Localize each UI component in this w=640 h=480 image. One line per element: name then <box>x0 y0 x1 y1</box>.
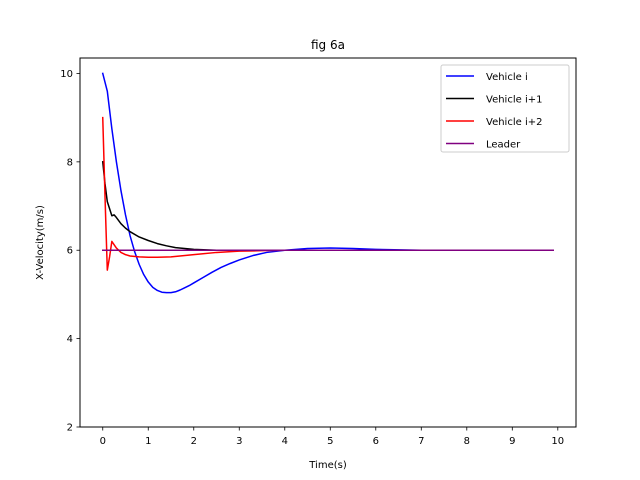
chart-title: fig 6a <box>311 38 345 52</box>
legend-label: Leader <box>486 140 521 151</box>
plot-frame <box>79 57 577 428</box>
x-tick-label: 10 <box>551 436 564 447</box>
legend: Vehicle i Vehicle i+1 Vehicle i+2 Leader <box>440 64 570 153</box>
legend-label: Vehicle i+2 <box>486 117 542 128</box>
x-tick-label: 9 <box>509 436 515 447</box>
x-tick-label: 2 <box>191 436 197 447</box>
y-tick-label: 10 <box>60 69 73 80</box>
x-axis: 0 1 2 3 4 5 6 7 8 9 10 <box>100 427 564 447</box>
x-tick-label: 5 <box>327 436 333 447</box>
legend-label: Vehicle i+1 <box>486 95 542 106</box>
x-tick-label: 6 <box>373 436 379 447</box>
x-tick-label: 4 <box>282 436 288 447</box>
y-axis: 2 4 6 8 10 <box>60 69 80 434</box>
legend-box <box>440 64 570 153</box>
legend-label: Vehicle i <box>486 72 528 83</box>
series-line-0 <box>101 72 554 294</box>
x-tick-label: 3 <box>236 436 242 447</box>
y-tick-label: 8 <box>67 157 73 168</box>
y-tick-label: 2 <box>67 423 73 434</box>
x-tick-label: 7 <box>418 436 424 447</box>
x-tick-label: 8 <box>464 436 470 447</box>
y-axis-label: X-Velocity(m/s) <box>35 205 46 280</box>
x-tick-label: 0 <box>100 436 106 447</box>
y-tick-label: 4 <box>67 334 73 345</box>
series-layer <box>101 72 554 294</box>
x-tick-label: 1 <box>145 436 151 447</box>
y-tick-label: 6 <box>67 246 73 257</box>
x-axis-label: Time(s) <box>308 460 347 471</box>
